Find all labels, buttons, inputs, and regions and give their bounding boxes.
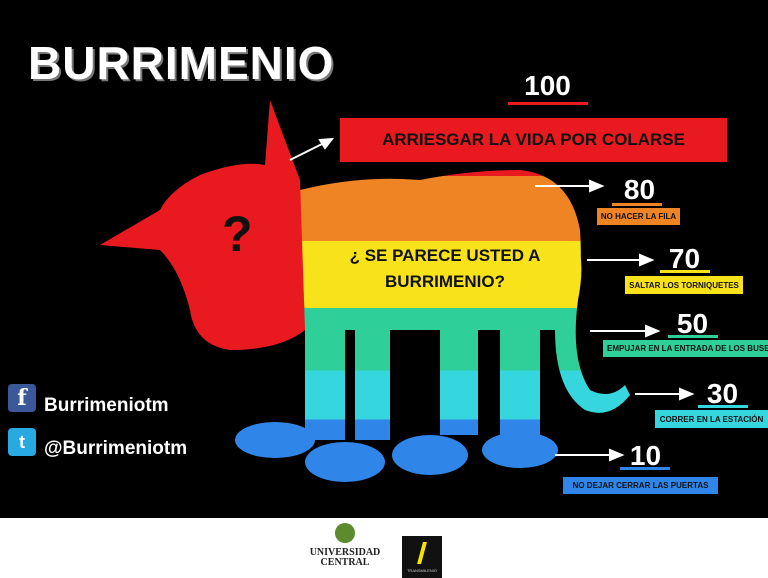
poster-title: BURRIMENIO <box>28 37 335 89</box>
universidad-central-emblem-icon <box>335 523 355 543</box>
level-30-label: CORRER EN LA ESTACIÓN <box>655 410 768 428</box>
donkey-hoof <box>482 432 558 468</box>
level-100-value: 100 <box>524 70 571 101</box>
poster: BURRIMENIO ? ¿ SE PARECE USTED A <box>0 0 768 518</box>
level-30-underline <box>698 405 748 408</box>
level-80-value: 80 <box>623 174 656 205</box>
transmilenio-logo: TRANSMILENIO <box>402 536 442 578</box>
level-100-label: ARRIESGAR LA VIDA POR COLARSE <box>340 118 727 162</box>
arrows <box>289 137 695 462</box>
donkey-leg <box>355 300 390 440</box>
arrow-100 <box>289 141 327 161</box>
facebook-handle: Burrimeniotm <box>44 395 169 416</box>
level-10-label: NO DEJAR CERRAR LAS PUERTAS <box>563 477 718 494</box>
twitter-handle: @Burrimeniotm <box>44 438 188 459</box>
level-80-underline <box>612 203 662 206</box>
donkey-hoof <box>305 442 385 482</box>
question-line-1: ¿ SE PARECE USTED A <box>349 246 541 265</box>
level-80-label: NO HACER LA FILA <box>597 208 680 225</box>
level-70-underline <box>660 270 710 273</box>
donkey-hoof <box>392 435 468 475</box>
donkey-head <box>100 100 305 350</box>
level-30-value: 30 <box>706 378 739 409</box>
level-100-underline <box>508 102 588 105</box>
transmilenio-text: TRANSMILENIO <box>406 568 437 573</box>
donkey-body <box>300 170 581 330</box>
donkey-hoof <box>235 422 315 458</box>
donkey-leg <box>305 300 345 440</box>
question-mark: ? <box>222 206 253 262</box>
question-line-2: BURRIMENIO? <box>385 272 505 291</box>
level-70-value: 70 <box>668 243 701 274</box>
twitter-icon: t <box>8 428 36 456</box>
donkey-tail <box>555 220 630 413</box>
transmilenio-mark-icon <box>417 542 427 564</box>
donkey-leg <box>500 300 540 440</box>
donkey-illustration <box>100 100 630 482</box>
level-50-value: 50 <box>676 308 709 339</box>
level-10-underline <box>620 467 670 470</box>
level-70-label: SALTAR LOS TORNIQUETES <box>625 276 743 294</box>
donkey-leg <box>440 300 478 435</box>
footer: UNIVERSIDAD CENTRAL TRANSMILENIO <box>0 518 768 578</box>
level-50-underline <box>668 335 718 338</box>
facebook-icon: f <box>8 384 36 412</box>
level-10-value: 10 <box>629 440 662 471</box>
universidad-central-logo: UNIVERSIDAD CENTRAL <box>309 547 381 568</box>
level-50-label-text: EMPUJAR EN LA ENTRADA DE LOS BUSES <box>607 344 768 353</box>
level-50-label: EMPUJAR EN LA ENTRADA DE LOS BUSES <box>603 340 768 357</box>
